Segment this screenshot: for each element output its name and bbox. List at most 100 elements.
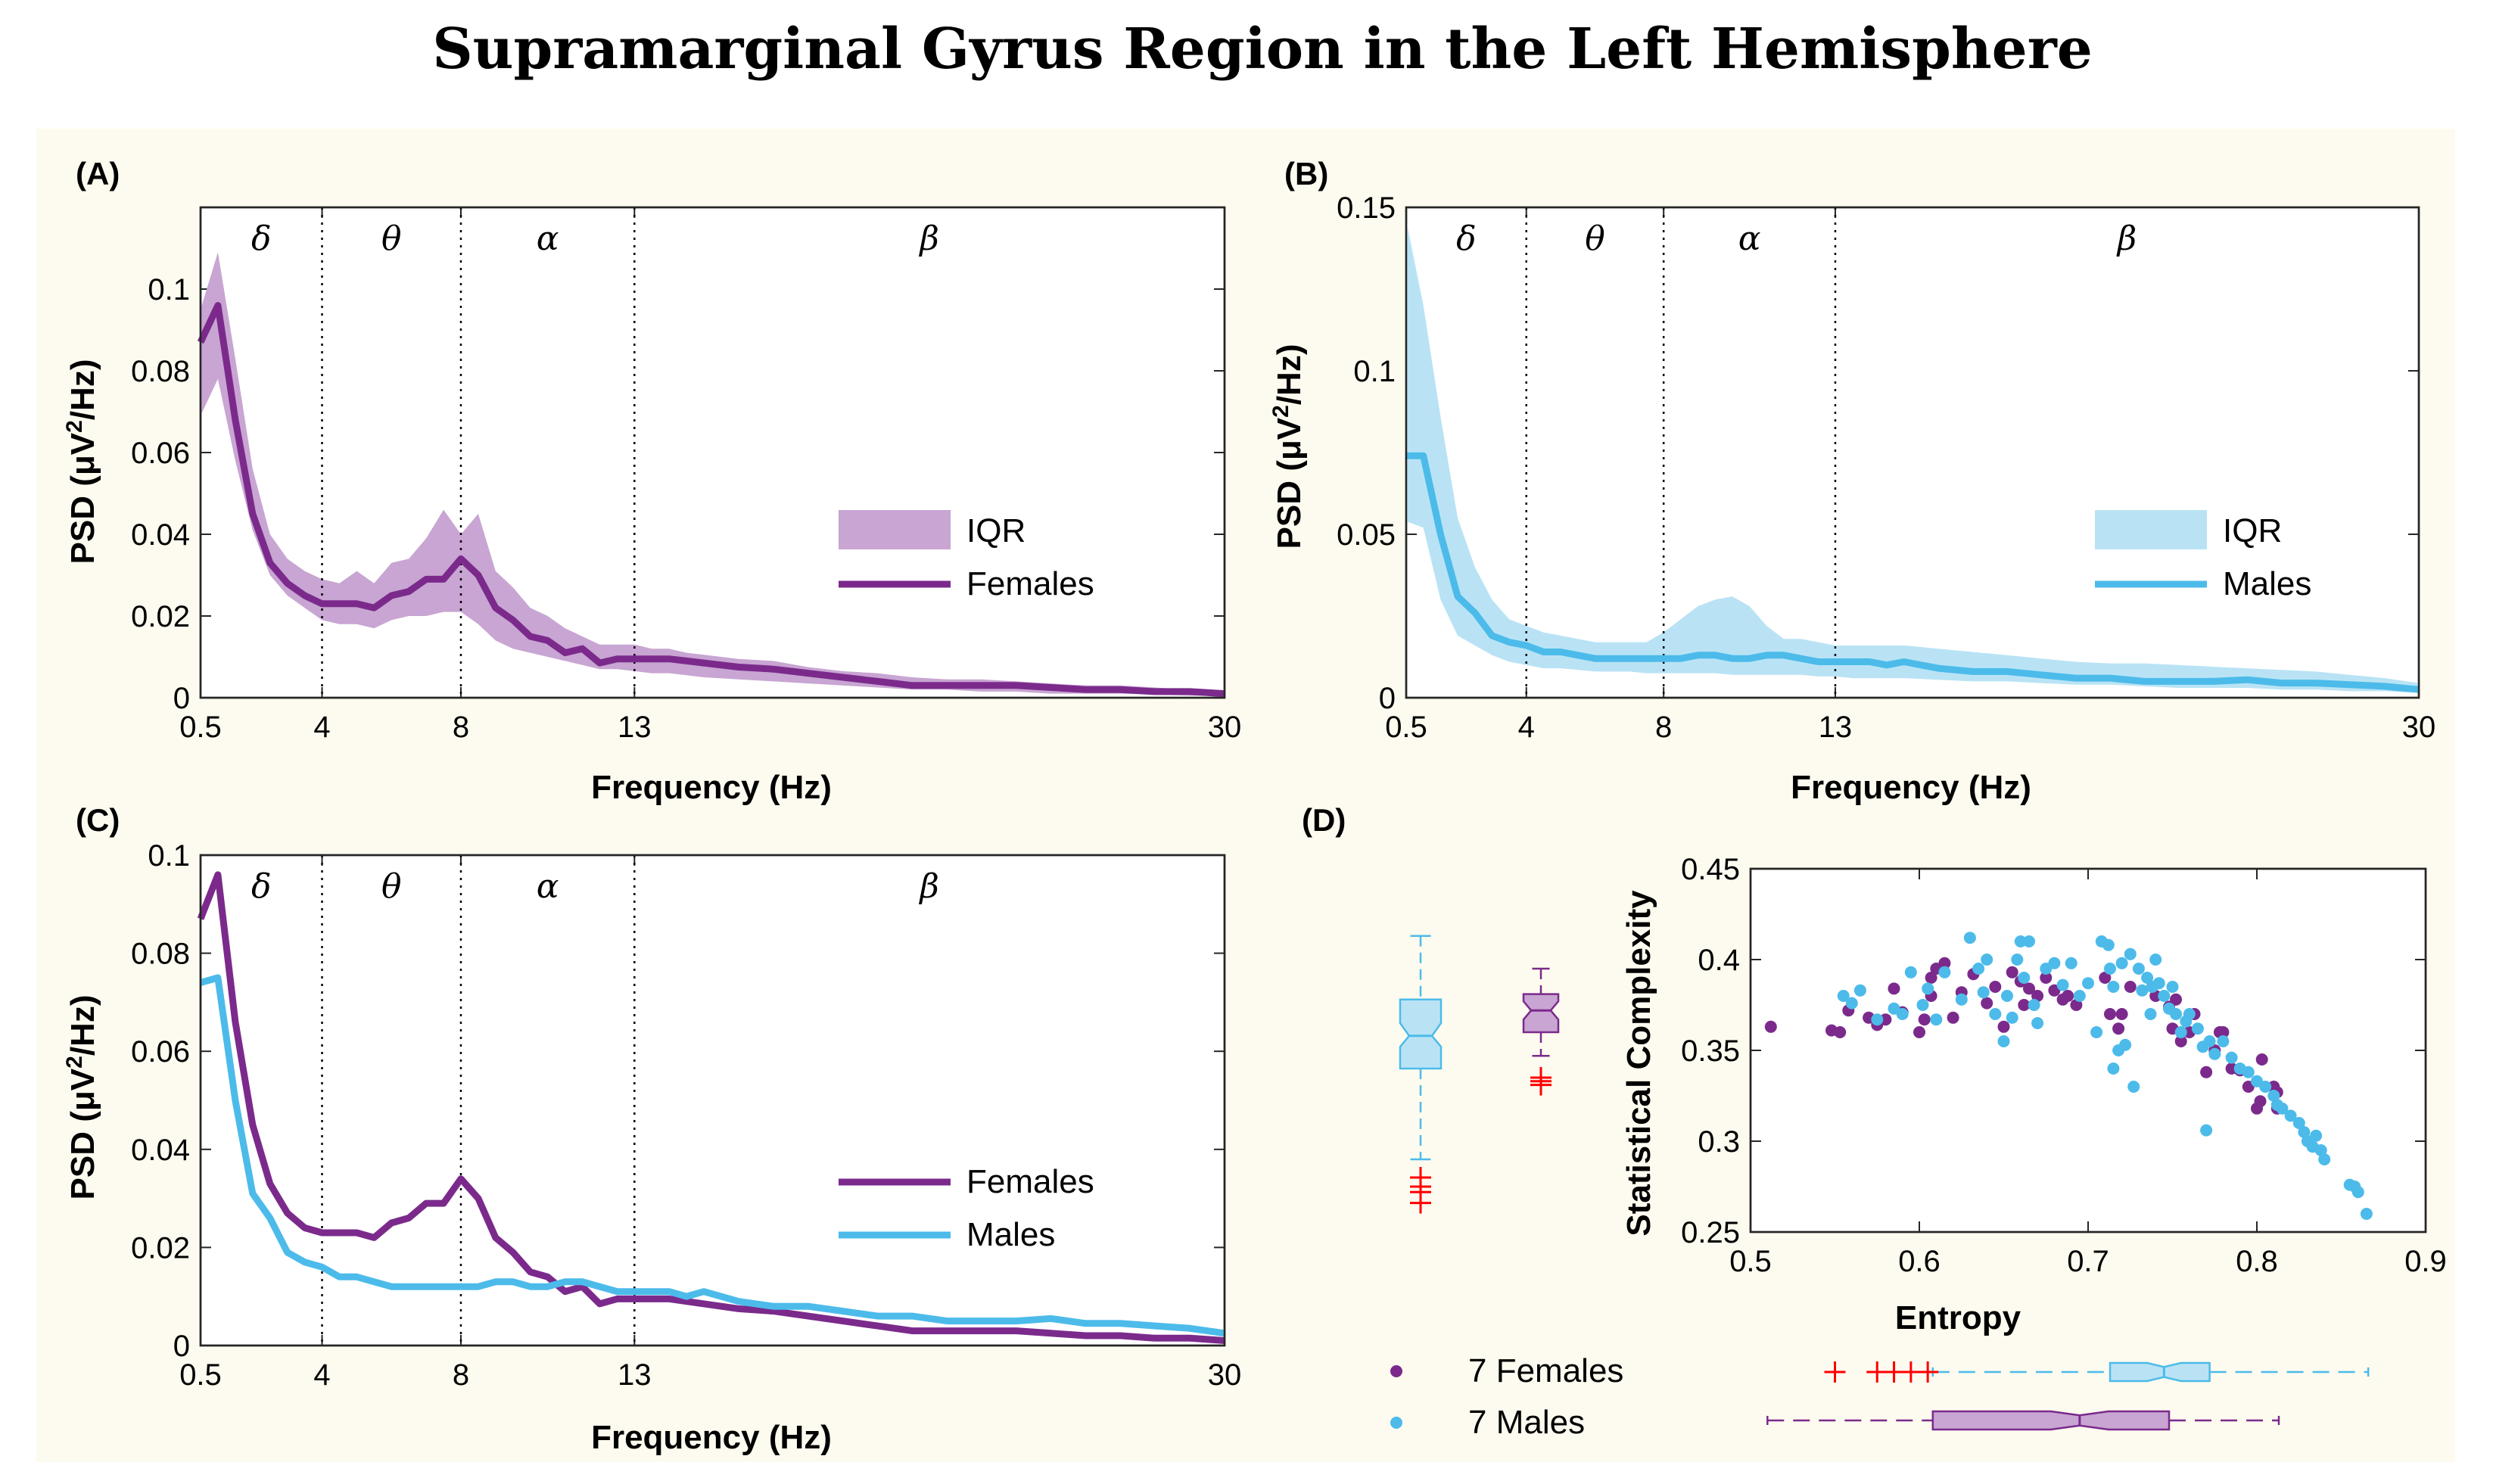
panel-d: (D) 0.5 0.6 0.7 0.8 0.9 0.25 0.3 0.35 0.4 0.45 En… <box>1302 802 2447 1441</box>
scatter-point-female <box>2040 972 2053 984</box>
scatter-point-male <box>2259 1081 2272 1093</box>
scatter-point-male <box>2351 1186 2364 1199</box>
scatter-point-male <box>2170 1008 2182 1020</box>
scatter-point-male <box>2225 1051 2238 1064</box>
scatter-point-female <box>1834 1026 1847 1038</box>
iqr-band <box>201 252 1225 696</box>
scatter-point-female <box>2174 1035 2187 1047</box>
scatter-point-male <box>2018 972 2031 984</box>
panel-c-ylabel: PSD (μV2/Hz) <box>62 995 102 1200</box>
panel-a-xlabel: Frequency (Hz) <box>591 769 832 806</box>
y-tick-label: 0 <box>173 1330 190 1363</box>
scatter-point-female <box>2170 993 2182 1006</box>
band-label: δ <box>1456 219 1477 258</box>
x-tick-label: 0.8 <box>2236 1245 2278 1278</box>
x-tick-label: 0.6 <box>1898 1245 1941 1278</box>
scatter-point-male <box>1837 990 1850 1002</box>
y-tick-label: 0.45 <box>1681 853 1740 886</box>
y-tick-label: 0.02 <box>131 600 190 633</box>
scatter-point-male <box>2031 1017 2044 1029</box>
panel-b-label: (B) <box>1284 156 1328 191</box>
scatter-point-male <box>2183 1008 2196 1020</box>
band-label: α <box>1738 219 1761 258</box>
panel-d-xlabel: Entropy <box>1895 1299 2021 1336</box>
panel-c-xlabel: Frequency (Hz) <box>591 1419 832 1456</box>
scatter-point-female <box>2254 1095 2267 1108</box>
scatter-point-female <box>1938 957 1951 969</box>
panel-b-plot: 0.5 4 8 13 30 0 0.05 0.1 0.15 δ θ α β <box>1337 191 2435 744</box>
scatter-point-female <box>1925 972 1937 984</box>
scatter-point-male <box>2136 984 2149 997</box>
scatter-point-male <box>2001 990 2013 1002</box>
scatter-point-male <box>2023 935 2035 947</box>
series-line-males <box>1406 452 2420 693</box>
x-tick-label: 13 <box>1819 711 1853 744</box>
scatter-point-male <box>1977 986 1990 999</box>
iqr-band <box>1406 220 2419 693</box>
scatter-point-male <box>2056 978 2069 991</box>
scatter-point-female <box>1913 1026 1925 1038</box>
scatter-point-male <box>2284 1109 2297 1122</box>
series-line-females <box>197 871 1225 1344</box>
x-tick-label: 0.5 <box>1729 1245 1772 1278</box>
scatter-point-male <box>2141 972 2154 984</box>
x-tick-label: 30 <box>2402 711 2436 744</box>
legend-marker-females <box>1390 1365 1402 1377</box>
x-tick-label: 13 <box>618 1358 652 1392</box>
scatter-point-male <box>2011 954 2024 966</box>
legend-label-males: Males <box>2223 565 2311 602</box>
x-tick-label: 13 <box>618 711 652 744</box>
legend-swatch-iqr <box>2095 510 2207 549</box>
legend-label-females: Females <box>966 565 1094 602</box>
scatter-point-female <box>1981 997 1993 1010</box>
x-tick-label: 8 <box>453 1358 469 1392</box>
box-body <box>1931 1410 2171 1431</box>
scatter-point-female <box>2023 982 2035 995</box>
scatter-point-male <box>2166 981 2179 993</box>
band-label: β <box>2116 219 2137 258</box>
scatter-point-male <box>1845 997 1858 1010</box>
scatter-point-male <box>2149 954 2162 966</box>
scatter-point-female <box>1947 1011 1959 1024</box>
scatter-point-male <box>2119 1038 2132 1051</box>
scatter-point-female <box>2115 1008 2128 1020</box>
scatter-point-female <box>2062 990 2074 1002</box>
legend-marker-males <box>1390 1417 1402 1429</box>
scatter-point-male <box>2152 977 2165 990</box>
box-body <box>2109 1361 2211 1383</box>
scatter-point-male <box>2102 938 2115 951</box>
x-tick-label: 4 <box>1518 711 1535 744</box>
panel-c-label: (C) <box>76 802 120 838</box>
panel-c-plot: 0.5 4 8 13 30 0 0.02 0.04 0.06 0.08 0.1 δ θ α β <box>131 839 1241 1392</box>
figure-title: Supramarginal Gyrus Region in the Left H… <box>432 17 2093 82</box>
y-tick-label: 0 <box>1379 682 1396 715</box>
scatter-point-male <box>2174 1026 2187 1038</box>
legend-label-females: Females <box>966 1163 1094 1200</box>
x-tick-label: 8 <box>1655 711 1672 744</box>
scatter-point-male <box>2318 1153 2331 1165</box>
scatter-point-female <box>1989 981 2002 993</box>
plot-area <box>1406 207 2419 698</box>
scatter-point-male <box>1896 1008 1909 1020</box>
plot-frame-top <box>199 854 1226 1347</box>
scatter-point-male <box>1955 993 1968 1006</box>
y-tick-label: 0 <box>173 682 190 715</box>
panel-d-boxplots <box>1399 935 2370 1431</box>
panel-a: (A) 0.5 4 8 13 30 0 0.02 0.04 0.06 0.08 0.1 δ θ α β Fr… <box>62 156 1242 806</box>
scatter-point-female <box>2006 966 2018 978</box>
scatter-point-male <box>1871 1013 1884 1026</box>
scatter-point-male <box>1963 932 1976 944</box>
scatter-point-female <box>2070 999 2083 1011</box>
scatter-point-male <box>2090 1026 2103 1038</box>
band-label: θ <box>1585 219 1605 258</box>
scatter-point-male <box>2310 1129 2323 1142</box>
scatter-point-male <box>1989 1008 2002 1020</box>
y-tick-label: 0.35 <box>1681 1034 1740 1068</box>
series-line-females <box>197 302 1225 698</box>
band-label: θ <box>381 219 402 258</box>
scatter-point-female <box>1879 1013 1892 1026</box>
legend-swatch-iqr <box>839 510 951 549</box>
scatter-point-male <box>2217 1035 2230 1047</box>
legend-label-iqr: IQR <box>966 512 1026 549</box>
scatter-point-male <box>2144 1008 2157 1020</box>
